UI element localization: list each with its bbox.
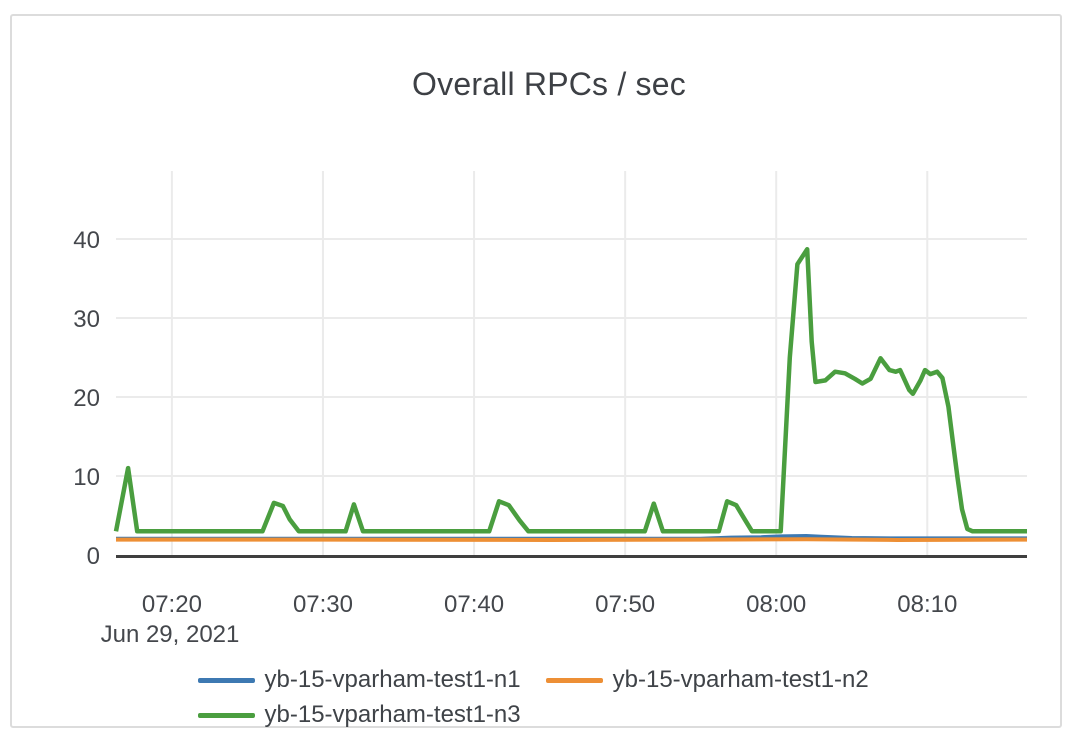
gridlines [116, 171, 1027, 555]
y-tick-label: 40 [73, 227, 100, 254]
y-tick-label: 20 [73, 385, 100, 412]
y-tick-label: 30 [73, 306, 100, 333]
series-line-yb-15-vparham-test1-n3[interactable] [113, 246, 1027, 534]
series-line-yb-15-vparham-test1-n2[interactable] [116, 537, 1028, 542]
legend-label-n1: yb-15-vparham-test1-n1 [264, 666, 521, 693]
axis-tick-labels: 07:20 07:30 07:40 07:50 08:00 08:10 0 10 20 30 40 [73, 227, 957, 618]
legend-item-n2[interactable]: yb-15-vparham-test1-n2 [545, 666, 869, 693]
plot-area: 07:20 07:30 07:40 07:50 08:00 08:10010203040 … [73, 171, 1028, 648]
chart-card: Overall RPCs / sec 07:20 07:30 07:40 07:50 0… [10, 14, 1062, 728]
y-tick-label: 10 [73, 464, 100, 491]
x-tick-label: 07:50 [595, 591, 655, 618]
legend-line-swatch-n3 [197, 712, 255, 718]
legend-line-swatch-n1 [197, 677, 255, 683]
x-tick-label: 07:30 [293, 591, 353, 618]
legend-rows: yb-15-vparham-test1-n1 yb-15-vparham-tes… [197, 666, 946, 728]
x-tick-label: 07:40 [444, 591, 504, 618]
y-tick-label: 0 [87, 543, 100, 570]
x-tick-label: 08:10 [897, 591, 957, 618]
legend-label-n2: yb-15-vparham-test1-n2 [612, 666, 869, 693]
x-tick-label: 07:20 [142, 591, 202, 618]
legend-line-swatch-n2 [545, 677, 603, 683]
legend-item-n3[interactable]: yb-15-vparham-test1-n3 [197, 701, 521, 728]
legend-label-n3: yb-15-vparham-test1-n3 [264, 701, 521, 728]
x-tick-label: 08:00 [746, 591, 806, 618]
x-axis-date-label: Jun 29, 2021 [101, 621, 240, 648]
legend: yb-15-vparham-test1-n1 yb-15-vparham-tes… [116, 667, 1027, 728]
chart-title: Overall RPCs / sec [412, 66, 686, 102]
legend-item-n1[interactable]: yb-15-vparham-test1-n1 [197, 666, 521, 693]
series-lines [113, 246, 1028, 542]
